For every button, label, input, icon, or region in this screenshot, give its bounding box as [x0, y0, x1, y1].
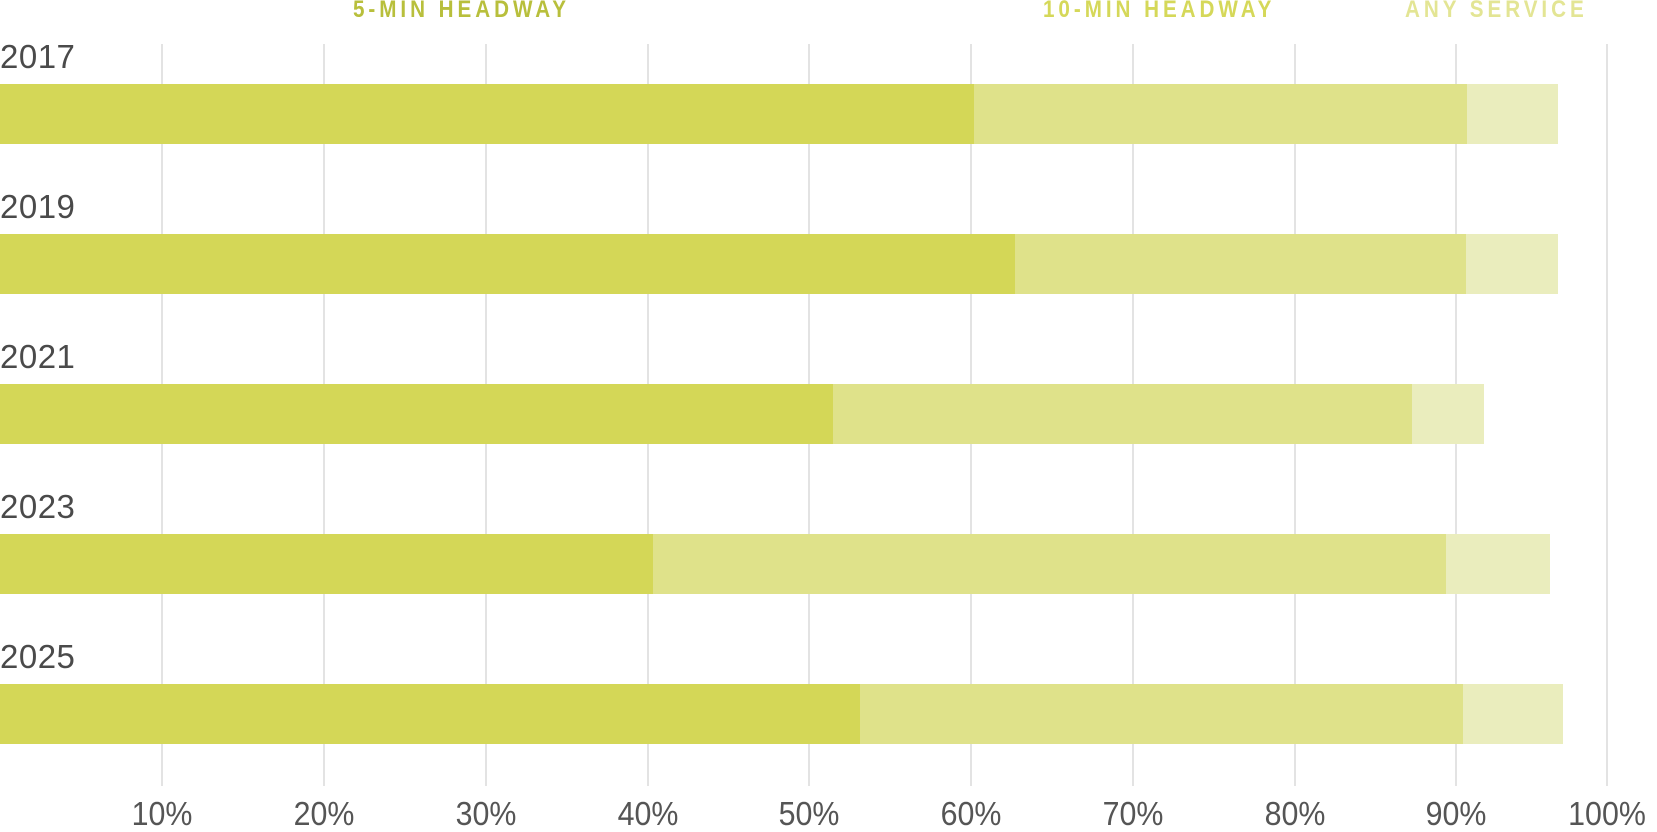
year-label-2023: 2023 [0, 488, 76, 525]
legend-item-any-service: ANY SERVICE [1405, 0, 1588, 23]
bar-2021 [0, 384, 1484, 444]
gridline-100 [1606, 44, 1608, 786]
tick-label-50: 50% [778, 795, 840, 832]
tick-label-60: 60% [940, 795, 1002, 832]
tick-label-70: 70% [1102, 795, 1164, 832]
segment-5-min [0, 384, 833, 444]
bar-2023 [0, 534, 1550, 594]
segment-5-min [0, 684, 860, 744]
year-label-2017: 2017 [0, 38, 76, 75]
bar-2017 [0, 84, 1558, 144]
year-label-2019: 2019 [0, 188, 76, 225]
bar-2019 [0, 234, 1558, 294]
year-label-2025: 2025 [0, 638, 76, 675]
tick-label-40: 40% [617, 795, 679, 832]
tick-label-10: 10% [131, 795, 193, 832]
segment-5-min [0, 84, 974, 144]
legend-item-10-min: 10-MIN HEADWAY [1043, 0, 1276, 23]
segment-5-min [0, 534, 653, 594]
segment-5-min [0, 234, 1015, 294]
year-label-2021: 2021 [0, 338, 76, 375]
bar-2025 [0, 684, 1563, 744]
tick-label-20: 20% [293, 795, 355, 832]
tick-label-80: 80% [1264, 795, 1326, 832]
legend-item-5-min: 5-MIN HEADWAY [353, 0, 570, 23]
tick-label-30: 30% [455, 795, 517, 832]
tick-label-90: 90% [1425, 795, 1487, 832]
tick-label-100: 100% [1568, 795, 1646, 832]
